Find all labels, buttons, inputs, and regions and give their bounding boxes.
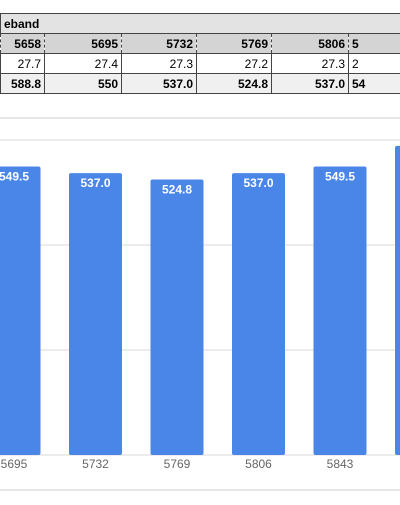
table-cell: 524.8 [196, 73, 272, 94]
data-label: 524.8 [162, 183, 192, 197]
table-cell: 5769 [196, 33, 272, 54]
table-cell: 588.8 [0, 73, 45, 94]
table-cell: 27.7 [0, 53, 45, 74]
table-cell: 27.2 [196, 53, 272, 74]
table-cell: 550 [44, 73, 122, 94]
data-label: 549.5 [0, 170, 29, 184]
table-row: 588.8 550 537.0 524.8 537.0 54 [0, 73, 400, 94]
plot-area: 549.5 5695 537.0 5732 524.8 5769 537.0 5806 549.… [0, 139, 400, 471]
bar [395, 145, 400, 455]
data-label: 537.0 [80, 176, 110, 190]
bar [150, 179, 204, 456]
table-cell: 537.0 [271, 73, 349, 94]
table: eband 5658 5695 5732 5769 5806 5 27.7 27.4 27.3 27… [0, 13, 400, 94]
bar [69, 173, 122, 455]
table-cell: 54 [347, 73, 400, 94]
x-tick-label: 5732 [82, 457, 109, 471]
data-label: 537.0 [243, 176, 273, 190]
data-label: 549.5 [325, 170, 355, 184]
x-tick-label: 5843 [327, 457, 354, 471]
x-tick-label: 5806 [245, 457, 272, 471]
table-cell: 5695 [44, 33, 122, 54]
x-tick-label: 5695 [1, 457, 28, 471]
bar [0, 166, 41, 455]
x-tick-label: 5769 [164, 457, 191, 471]
table-row: 5658 5695 5732 5769 5806 5 [0, 33, 400, 54]
data-table: eband 5658 5695 5732 5769 5806 5 27.7 27.4 27.3 27… [0, 13, 400, 94]
bar [313, 166, 367, 455]
table-row: 27.7 27.4 27.3 27.2 27.3 2 [0, 53, 400, 74]
table-cell: 5806 [271, 33, 349, 54]
table-cell: 5732 [121, 33, 197, 54]
table-cell: 5 [347, 33, 400, 54]
bar [232, 173, 285, 455]
